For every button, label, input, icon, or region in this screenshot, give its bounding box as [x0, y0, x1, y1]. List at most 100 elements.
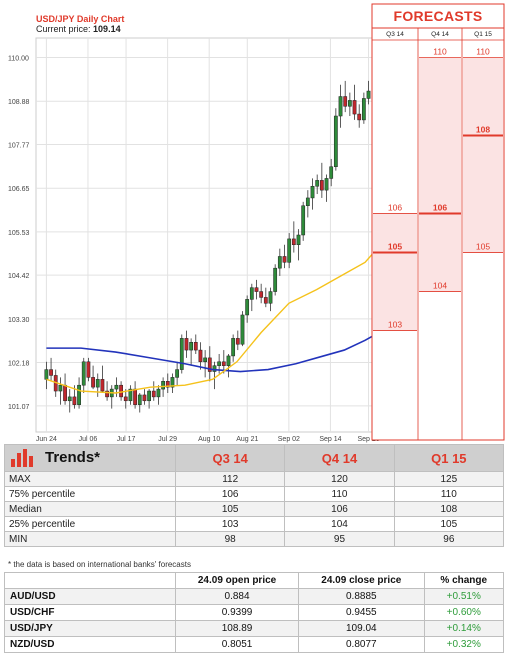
candle — [91, 365, 95, 390]
table-row: AUD/USD 0.884 0.8885 +0.51% — [4, 588, 505, 605]
candle — [235, 330, 240, 351]
candle-body — [58, 384, 63, 392]
row-label: MIN — [4, 531, 176, 547]
candle-body — [175, 369, 180, 378]
table-cell: 103 — [174, 516, 286, 532]
table-cell: 96 — [393, 531, 505, 547]
candle-body — [305, 197, 310, 206]
candle-body — [245, 299, 250, 316]
forecast-column-header: Q1 15 — [474, 31, 492, 38]
table-row: 25% percentile 103 104 105 — [4, 516, 505, 532]
table-row: USD/JPY 108.89 109.04 +0.14% — [4, 620, 505, 637]
candle-body — [338, 96, 343, 117]
close-price: 0.8885 — [298, 588, 425, 605]
candle-body — [282, 256, 287, 263]
row-label: 25% percentile — [4, 516, 176, 532]
candle — [207, 346, 212, 382]
candle — [67, 389, 72, 413]
table-cell: 125 — [393, 471, 505, 487]
row-label: Median — [4, 501, 176, 517]
plot-area — [35, 37, 373, 433]
candle — [142, 389, 147, 405]
candle-body — [203, 357, 208, 363]
candle — [305, 190, 310, 218]
candle — [310, 178, 315, 210]
x-tick-label: Sep 14 — [319, 436, 341, 443]
candle — [319, 162, 324, 198]
candle-body — [361, 98, 366, 121]
trends-col-q4-14: Q4 14 — [284, 444, 395, 472]
candle-body — [324, 178, 329, 191]
candle-body — [161, 381, 165, 390]
candle-body — [235, 338, 240, 345]
candle — [329, 158, 334, 187]
candle — [105, 381, 109, 401]
forecast-band — [463, 57, 503, 253]
candle-body — [212, 365, 217, 372]
candle-body — [170, 377, 175, 388]
candle-body — [263, 297, 268, 304]
y-tick-label: 110.00 — [8, 56, 29, 63]
candle-body — [296, 234, 301, 246]
candle — [86, 357, 91, 382]
candle — [81, 357, 86, 393]
forecast-level-label: 104 — [433, 281, 447, 291]
candle-body — [343, 96, 348, 107]
candle-body — [347, 100, 352, 107]
candle-body — [291, 238, 296, 246]
candle-body — [184, 338, 189, 351]
table-cell: 105 — [393, 516, 505, 532]
candle — [44, 361, 49, 390]
table-cell: 95 — [284, 531, 395, 547]
candle — [165, 373, 170, 393]
candle-body — [193, 342, 198, 351]
candle — [296, 229, 301, 261]
x-tick-label: Jul 29 — [158, 436, 177, 443]
candle-body — [315, 180, 320, 187]
trends-header-row: Trends* Q3 14 Q4 14 Q1 15 — [4, 444, 505, 472]
candle — [352, 84, 357, 120]
x-tick-label: Jun 24 — [36, 436, 57, 443]
forecast-level-label: 105 — [388, 242, 402, 252]
candle — [123, 389, 128, 409]
candle-body — [165, 381, 170, 388]
candle — [100, 365, 105, 393]
candle-body — [254, 287, 259, 292]
candle — [268, 287, 273, 312]
x-tick-label: Aug 21 — [236, 436, 258, 443]
candle — [226, 353, 231, 378]
candle-body — [357, 113, 362, 121]
candle-body — [287, 238, 292, 263]
table-row: NZD/USD 0.8051 0.8077 +0.32% — [4, 636, 505, 653]
forecast-column-header: Q3 14 — [386, 31, 404, 38]
candle — [287, 233, 292, 269]
table-cell: 108 — [393, 501, 505, 517]
candle-body — [105, 390, 109, 398]
candle-body — [207, 357, 212, 372]
candle-body — [329, 166, 334, 179]
candle-body — [221, 361, 226, 366]
candle-body — [156, 388, 161, 398]
table-row: 75% percentile 106 110 110 — [4, 486, 505, 502]
currency-header-row: 24.09 open price 24.09 close price % cha… — [4, 572, 505, 589]
candle — [338, 84, 343, 128]
currency-pair: USD/JPY — [4, 620, 176, 637]
open-price: 0.8051 — [174, 636, 300, 653]
current-price-value: 109.14 — [93, 24, 121, 34]
open-price: 0.884 — [174, 588, 300, 605]
candle — [212, 361, 217, 390]
trends-col-q3-14: Q3 14 — [174, 444, 286, 472]
percent-change: +0.14% — [423, 620, 505, 637]
candle — [175, 361, 180, 386]
candle — [357, 104, 362, 128]
currency-col-pair — [4, 572, 176, 589]
candle — [151, 381, 156, 401]
candle-body — [268, 291, 273, 304]
trends-footnote: * the data is based on international ban… — [8, 560, 191, 569]
candle — [77, 377, 81, 409]
candle-body — [217, 361, 222, 366]
candle — [231, 334, 236, 362]
candle-body — [91, 377, 95, 388]
candle-body — [63, 384, 67, 402]
candle-body — [119, 384, 123, 398]
